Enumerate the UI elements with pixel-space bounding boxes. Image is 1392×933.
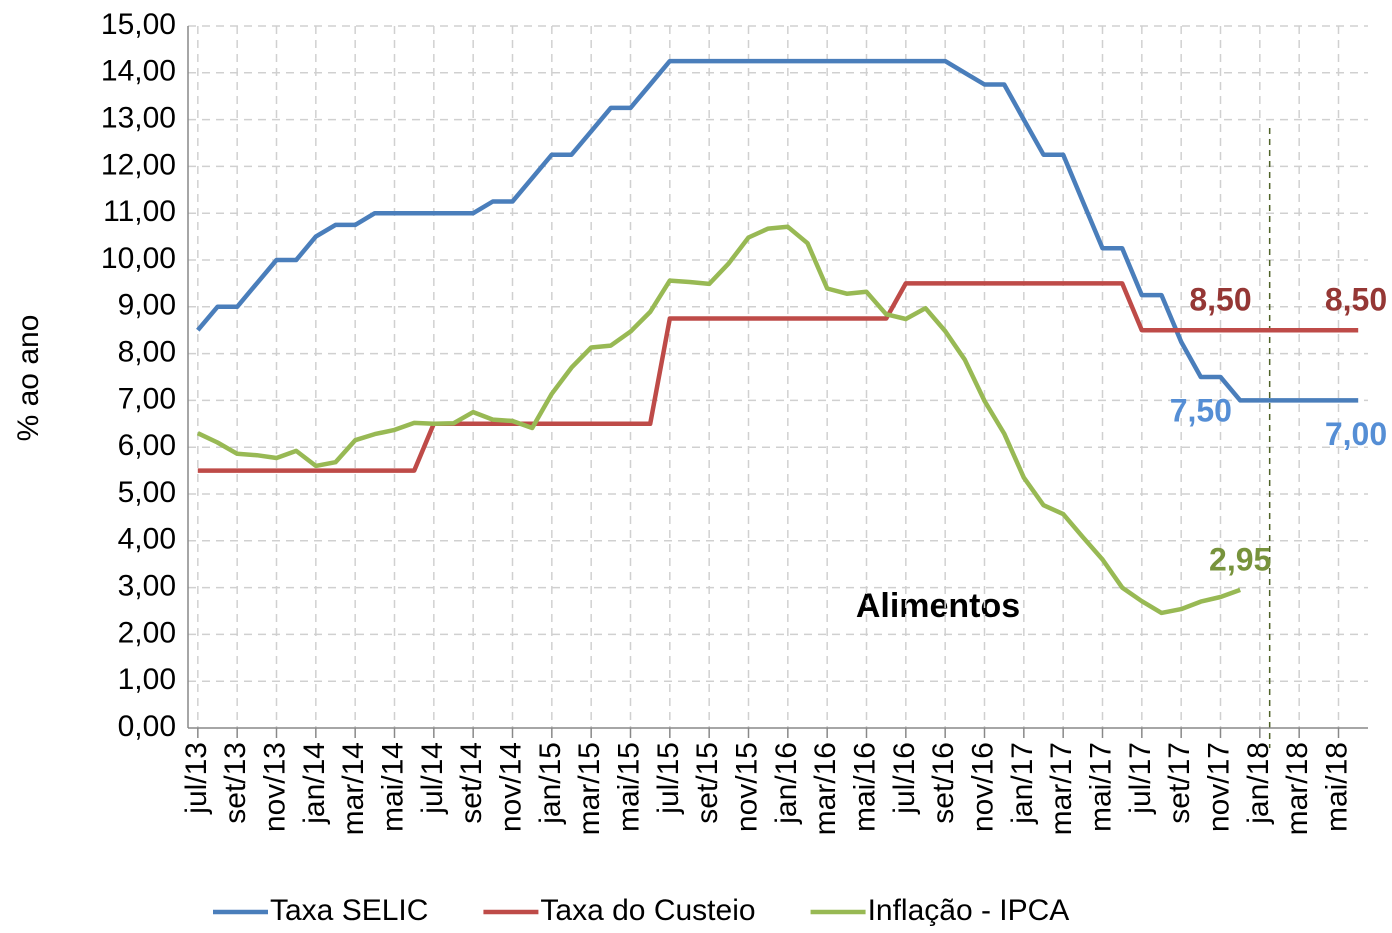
y-tick-label: 10,00 — [101, 242, 176, 275]
x-tick-label: mar/16 — [809, 742, 842, 835]
x-tick-label: mai/18 — [1320, 742, 1353, 832]
y-tick-label: 11,00 — [103, 195, 176, 228]
x-tick-label: jul/14 — [416, 742, 449, 815]
x-tick-label: jul/17 — [1124, 742, 1157, 815]
y-tick-label: 13,00 — [101, 102, 176, 135]
x-tick-label: nov/13 — [258, 742, 291, 832]
y-tick-label: 6,00 — [118, 429, 176, 462]
y-tick-label: 2,00 — [118, 616, 176, 649]
x-tick-label: set/16 — [927, 742, 960, 824]
value-label: 7,00 — [1325, 416, 1387, 452]
x-tick-label: mar/14 — [337, 742, 370, 835]
x-tick-label: set/13 — [219, 742, 252, 824]
series-line — [196, 224, 1241, 616]
value-label: 8,50 — [1189, 282, 1251, 318]
series-line — [196, 58, 1359, 403]
value-label: 7,50 — [1170, 392, 1232, 428]
y-tick-label: 0,00 — [118, 710, 176, 743]
x-tick-label: mai/17 — [1084, 742, 1117, 832]
y-tick-label: 15,00 — [101, 8, 176, 41]
x-tick-label: set/17 — [1163, 742, 1196, 824]
y-tick-label: 12,00 — [101, 148, 176, 181]
x-tick-label: jan/14 — [298, 742, 331, 825]
y-tick-label: 7,00 — [118, 382, 176, 415]
x-tick-label: nov/14 — [494, 742, 527, 832]
value-label: 8,50 — [1325, 282, 1387, 318]
x-tick-label: jan/16 — [770, 742, 803, 825]
y-tick-label: 9,00 — [118, 289, 176, 322]
x-tick-label: mai/15 — [612, 742, 645, 832]
legend-label: Taxa SELIC — [270, 894, 428, 927]
x-tick-label: jan/17 — [1006, 742, 1039, 825]
x-tick-label: jan/15 — [534, 742, 567, 825]
x-tick-label: nov/15 — [730, 742, 763, 832]
value-label: 2,95 — [1209, 541, 1271, 577]
annotation: Alimentos — [856, 587, 1020, 625]
x-tick-label: nov/16 — [966, 742, 999, 832]
x-tick-label: mai/14 — [376, 742, 409, 832]
x-tick-label: nov/17 — [1202, 742, 1235, 832]
y-tick-label: 8,00 — [118, 336, 176, 369]
y-tick-label: 14,00 — [101, 55, 176, 88]
series-line — [197, 281, 1359, 473]
y-axis-label: % ao ano — [12, 315, 45, 442]
y-tick-label: 4,00 — [118, 523, 176, 556]
x-tick-label: jul/15 — [652, 742, 685, 815]
legend-label: Taxa do Custeio — [540, 894, 755, 927]
y-tick-label: 3,00 — [118, 570, 176, 603]
x-tick-label: jan/18 — [1242, 742, 1275, 825]
x-tick-label: mar/18 — [1281, 742, 1314, 835]
x-tick-label: jul/16 — [888, 742, 921, 815]
x-tick-label: set/15 — [691, 742, 724, 824]
y-tick-label: 1,00 — [118, 663, 176, 696]
legend-label: Inflação - IPCA — [868, 894, 1070, 927]
x-tick-label: mai/16 — [848, 742, 881, 832]
x-tick-label: set/14 — [455, 742, 488, 824]
x-tick-label: mar/15 — [573, 742, 606, 835]
x-tick-label: jul/13 — [180, 742, 213, 815]
y-tick-label: 5,00 — [118, 476, 176, 509]
x-tick-label: mar/17 — [1045, 742, 1078, 835]
